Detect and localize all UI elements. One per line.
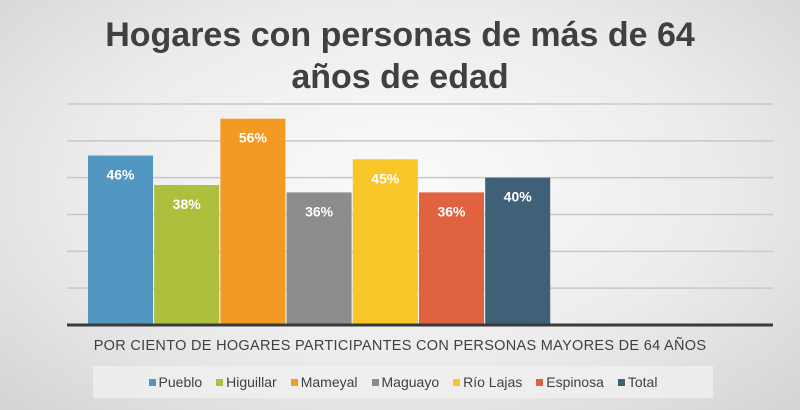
bar-espinosa bbox=[419, 192, 484, 325]
title-line-2: años de edad bbox=[291, 58, 509, 96]
data-label: 46% bbox=[106, 167, 135, 183]
legend-label: Maguayo bbox=[381, 374, 440, 390]
data-label: 56% bbox=[239, 130, 268, 146]
legend-swatch bbox=[148, 378, 156, 386]
bar-río-lajas bbox=[352, 159, 418, 325]
legend-item: Espinosa bbox=[536, 374, 604, 390]
legend-swatch bbox=[216, 378, 224, 386]
legend-label: Espinosa bbox=[546, 374, 604, 390]
legend-label: Higuillar bbox=[226, 374, 277, 390]
data-label: 45% bbox=[371, 170, 400, 186]
data-label: 36% bbox=[305, 203, 334, 219]
legend-item: Río Lajas bbox=[453, 374, 522, 390]
chart-title: Hogares con personas de más de 64 años d… bbox=[0, 14, 800, 98]
legend-label: Pueblo bbox=[158, 374, 203, 390]
bar-total bbox=[485, 177, 551, 325]
data-label: 38% bbox=[173, 196, 202, 212]
legend-swatch bbox=[290, 378, 298, 386]
bar-higuillar bbox=[154, 185, 220, 325]
legend-swatch bbox=[617, 378, 625, 386]
data-label: 40% bbox=[504, 189, 533, 205]
legend-label: Mameyal bbox=[300, 374, 358, 390]
title-line-1: Hogares con personas de más de 64 bbox=[105, 16, 695, 54]
x-axis-label: POR CIENTO DE HOGARES PARTICIPANTES CON … bbox=[93, 338, 707, 354]
bar-mameyal bbox=[220, 118, 286, 325]
legend-label: Total bbox=[627, 374, 658, 390]
legend-item: Total bbox=[617, 374, 658, 390]
legend-swatch bbox=[536, 378, 544, 386]
bar-pueblo bbox=[88, 155, 153, 325]
data-label: 36% bbox=[437, 203, 466, 219]
bar-maguayo bbox=[286, 192, 352, 325]
legend-label: Río Lajas bbox=[463, 374, 523, 390]
legend-item: Pueblo bbox=[148, 374, 203, 390]
legend-swatch bbox=[453, 378, 461, 386]
legend-item: Mameyal bbox=[290, 374, 358, 390]
legend-item: Higuillar bbox=[216, 374, 277, 390]
legend: Pueblo Higuillar Mameyal Maguayo Río Lajas Es… bbox=[93, 366, 713, 398]
legend-item: Maguayo bbox=[371, 374, 440, 390]
legend-swatch bbox=[371, 378, 379, 386]
